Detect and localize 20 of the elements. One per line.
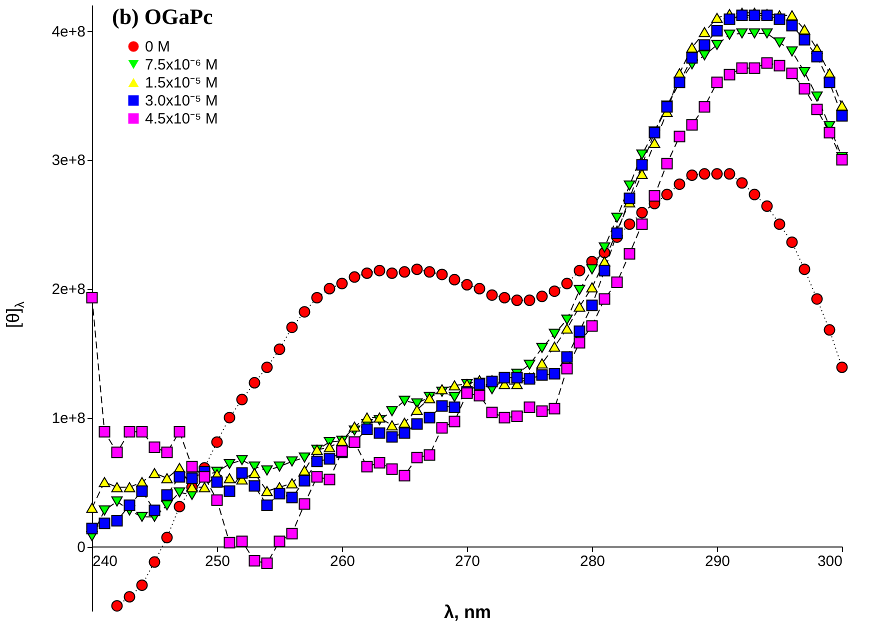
chart-title: (b) OGaPc (112, 4, 214, 29)
y-tick-label: 2e+8 (52, 281, 86, 298)
x-tick-label: 280 (580, 553, 606, 570)
y-tick-label: 0 (77, 539, 86, 556)
x-tick-label: 290 (704, 553, 730, 570)
x-tick-label: 250 (204, 553, 230, 570)
x-tick-label: 300 (817, 553, 842, 570)
y-tick-label: 1e+8 (52, 410, 86, 428)
legend-label: 7.5x10⁻⁶ M (145, 56, 218, 74)
y-axis-title: [θ]λ (3, 301, 27, 328)
x-tick-label: 260 (330, 553, 356, 570)
legend-label: 4.5x10⁻⁵ M (145, 110, 218, 128)
legend-label: 3.0x10⁻⁵ M (145, 92, 218, 110)
y-tick-label: 4e+8 (52, 23, 86, 40)
legend-label: 1.5x10⁻⁵ M (145, 74, 218, 92)
legend-label: 0 M (145, 38, 170, 56)
x-tick-label: 270 (454, 553, 480, 570)
y-tick-label: 3e+8 (52, 152, 86, 170)
x-tick-label: 240 (92, 553, 118, 570)
x-axis-title: λ, nm (444, 602, 492, 622)
